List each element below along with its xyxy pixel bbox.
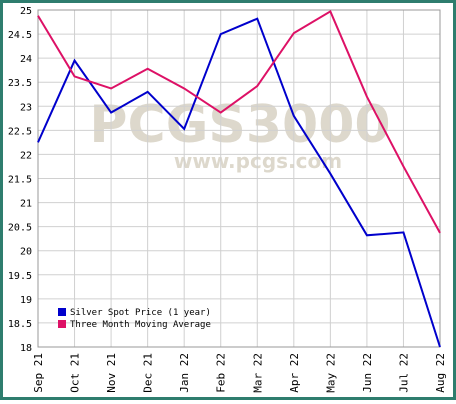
y-tick-label: 24 — [20, 54, 32, 65]
x-tick-label: Dec 21 — [142, 353, 155, 393]
watermark: PCGS3000 — [89, 95, 390, 155]
y-tick-label: 22.5 — [8, 126, 32, 137]
legend-label: Three Month Moving Average — [70, 320, 211, 330]
x-tick-label: Jul 22 — [397, 353, 410, 393]
x-tick-label: Aug 22 — [434, 353, 447, 393]
y-tick-label: 18.5 — [8, 319, 32, 330]
y-tick-label: 25 — [20, 6, 32, 17]
legend-swatch — [58, 320, 66, 328]
x-tick-label: Oct 21 — [69, 353, 82, 393]
legend-label: Silver Spot Price (1 year) — [70, 308, 211, 318]
x-tick-label: Nov 21 — [105, 353, 118, 393]
y-tick-label: 19 — [20, 295, 32, 306]
y-tick-label: 23.5 — [8, 78, 32, 89]
y-tick-label: 21 — [20, 199, 32, 210]
y-tick-label: 20 — [20, 247, 32, 258]
line-series — [37, 17, 441, 348]
y-tick-label: 23 — [20, 102, 32, 113]
y-tick-label: 22 — [20, 150, 32, 161]
y-tick-label: 19.5 — [8, 271, 32, 282]
y-tick-label: 21.5 — [8, 175, 32, 186]
x-tick-label: Jun 22 — [361, 353, 374, 393]
x-tick-label: Sep 21 — [32, 353, 45, 393]
x-tick-label: May 22 — [324, 353, 337, 393]
plot-border — [37, 9, 441, 348]
x-tick-label: Feb 22 — [215, 353, 228, 393]
x-tick-label: Mar 22 — [251, 353, 264, 393]
y-tick-label: 20.5 — [8, 223, 32, 234]
y-tick-label: 24.5 — [8, 30, 32, 41]
x-tick-label: Apr 22 — [288, 353, 301, 393]
x-tick-label: Jan 22 — [178, 353, 191, 393]
watermark-url: www.pcgs.com — [174, 149, 342, 173]
y-tick-label: 18 — [20, 343, 32, 354]
line-series — [37, 10, 441, 234]
legend-swatch — [58, 308, 66, 316]
